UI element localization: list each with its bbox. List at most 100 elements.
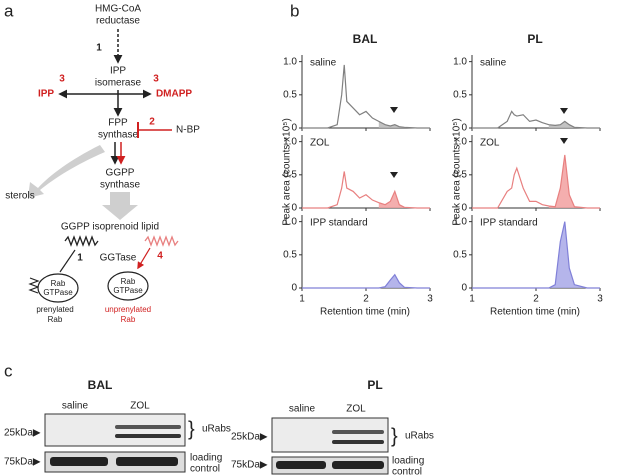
bracket: }	[188, 418, 195, 440]
marker-label: 75kDa▶	[231, 460, 268, 471]
blot-bal: BAL saline ZOL 25kDa▶ 75kDa▶ } uRabs loa…	[4, 378, 231, 474]
x-tick-label: 1	[469, 294, 475, 305]
blot-image	[271, 417, 389, 453]
y-tick-label: 1.0	[283, 56, 297, 67]
chart-title: IPP standard	[310, 218, 368, 229]
label: GGPP	[106, 168, 135, 179]
label: uRabs	[405, 431, 434, 442]
x-tick-label: 3	[427, 294, 433, 305]
trace	[302, 273, 430, 289]
y-tick-label: 0	[461, 283, 467, 294]
band	[332, 430, 384, 434]
label: 3	[59, 74, 65, 85]
label: Rab	[121, 277, 136, 286]
chart-title: IPP standard	[480, 218, 538, 229]
label: loading	[190, 453, 222, 464]
y-tick-label: 1.0	[283, 216, 297, 227]
x-axis-label: Retention time (min)	[320, 307, 410, 318]
label: synthase	[100, 180, 140, 191]
chart-title: ZOL	[310, 138, 330, 149]
label: 1	[77, 253, 83, 264]
lipid-zigzag	[28, 277, 40, 294]
blot-image	[44, 413, 186, 447]
pathway-diagram: HMG-CoA reductase 1 IPP isomerase 3 3 IP…	[5, 4, 200, 324]
label: control	[190, 464, 220, 475]
rab-shape	[107, 271, 149, 301]
label: uRabs	[202, 424, 231, 435]
trace	[302, 171, 430, 209]
band	[276, 461, 326, 469]
column-title: PL	[527, 32, 542, 46]
y-axis-label: Peak area (counts x10⁵)	[452, 118, 463, 226]
band	[116, 457, 178, 466]
rab-shape	[37, 273, 79, 303]
y-tick-label: 1.0	[453, 136, 467, 147]
peak-area	[378, 274, 430, 288]
label: GGPP isoprenoid lipid	[61, 222, 159, 233]
arrow	[137, 247, 151, 270]
label: N-BP	[176, 125, 200, 136]
label: DMAPP	[156, 89, 192, 100]
lane-label: ZOL	[130, 401, 150, 412]
panel-label: b	[290, 1, 299, 20]
y-tick-label: 0.5	[283, 249, 297, 260]
label: unprenylated	[105, 305, 151, 314]
x-tick-label: 1	[299, 294, 305, 305]
band	[115, 434, 181, 438]
x-tick-label: 3	[597, 294, 603, 305]
peak-arrowheads	[390, 107, 568, 178]
label: HMG-CoA	[95, 4, 141, 15]
y-axis-label: Peak area (counts x10⁵)	[282, 118, 293, 226]
lipid-zigzag	[144, 235, 179, 247]
lane-label: saline	[289, 404, 316, 415]
y-tick-label: 0	[461, 203, 467, 214]
x-tick-label: 2	[533, 294, 539, 305]
label: 2	[149, 117, 155, 128]
y-tick-label: 0	[461, 123, 467, 134]
peak-area	[548, 154, 600, 208]
blot-title: BAL	[88, 378, 113, 392]
chart-title: ZOL	[480, 138, 500, 149]
y-tick-label: 1.0	[453, 216, 467, 227]
label: control	[392, 467, 422, 476]
arrow	[28, 145, 105, 198]
y-tick-label: 0.5	[283, 89, 297, 100]
label: Rab	[51, 279, 66, 288]
label: loading	[392, 456, 424, 467]
band	[115, 425, 181, 429]
label: IPP	[110, 66, 126, 77]
y-tick-label: 1.0	[453, 56, 467, 67]
peak-area	[378, 191, 430, 208]
trace	[472, 154, 600, 209]
label: 3	[153, 74, 159, 85]
column-title: BAL	[353, 32, 378, 46]
lane-label: ZOL	[346, 404, 366, 415]
band	[332, 461, 384, 469]
y-tick-label: 0	[291, 203, 297, 214]
band	[50, 457, 108, 466]
lipid-zigzag	[64, 235, 99, 247]
marker-label: 75kDa▶	[4, 457, 41, 468]
lane-label: saline	[62, 401, 89, 412]
marker-label: 25kDa▶	[4, 428, 41, 439]
x-axis-label: Retention time (min)	[490, 307, 580, 318]
band	[332, 440, 384, 444]
y-tick-label: 1.0	[283, 136, 297, 147]
arrow	[59, 249, 76, 273]
panel-label: c	[4, 361, 13, 380]
peak-area	[378, 121, 430, 128]
panel-label: a	[4, 1, 14, 20]
label: FPP	[108, 118, 128, 129]
bracket: }	[391, 425, 398, 447]
y-tick-label: 0.5	[453, 249, 467, 260]
label: 4	[157, 251, 163, 262]
peak-area	[548, 121, 600, 128]
label: 1	[96, 43, 102, 54]
y-tick-label: 0.5	[283, 169, 297, 180]
chart-title: saline	[480, 58, 507, 69]
blot-pl: PL saline ZOL 25kDa▶ 75kDa▶ } uRabs load…	[231, 378, 434, 476]
label: sterols	[5, 191, 34, 202]
label: synthase	[98, 130, 138, 141]
x-tick-label: 2	[363, 294, 369, 305]
